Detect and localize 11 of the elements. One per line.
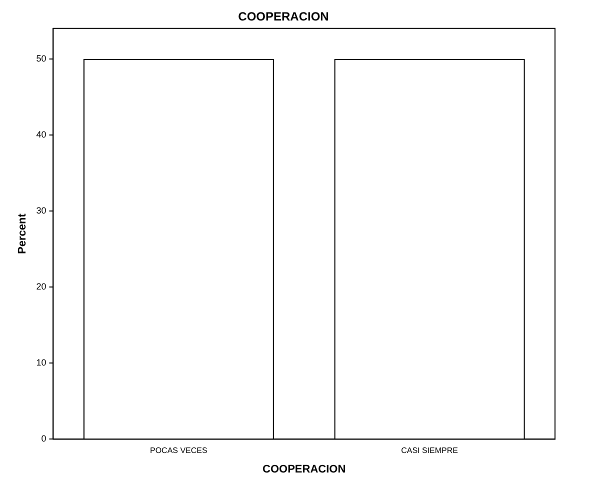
x-tick-label: POCAS VECES <box>150 446 208 456</box>
y-tick-label: 20 <box>36 282 46 292</box>
y-tick-label: 30 <box>36 205 46 216</box>
y-tick-label: 0 <box>41 434 46 444</box>
x-tick-label: CASI SIEMPRE <box>401 446 458 456</box>
y-tick-label: 10 <box>36 358 46 368</box>
chart-title: COOPERACION <box>238 10 329 24</box>
y-tick-label: 40 <box>36 129 46 140</box>
y-tick-label: 50 <box>36 53 46 64</box>
y-axis-title: Percent <box>16 213 29 254</box>
x-axis-title: COOPERACION <box>262 463 346 476</box>
